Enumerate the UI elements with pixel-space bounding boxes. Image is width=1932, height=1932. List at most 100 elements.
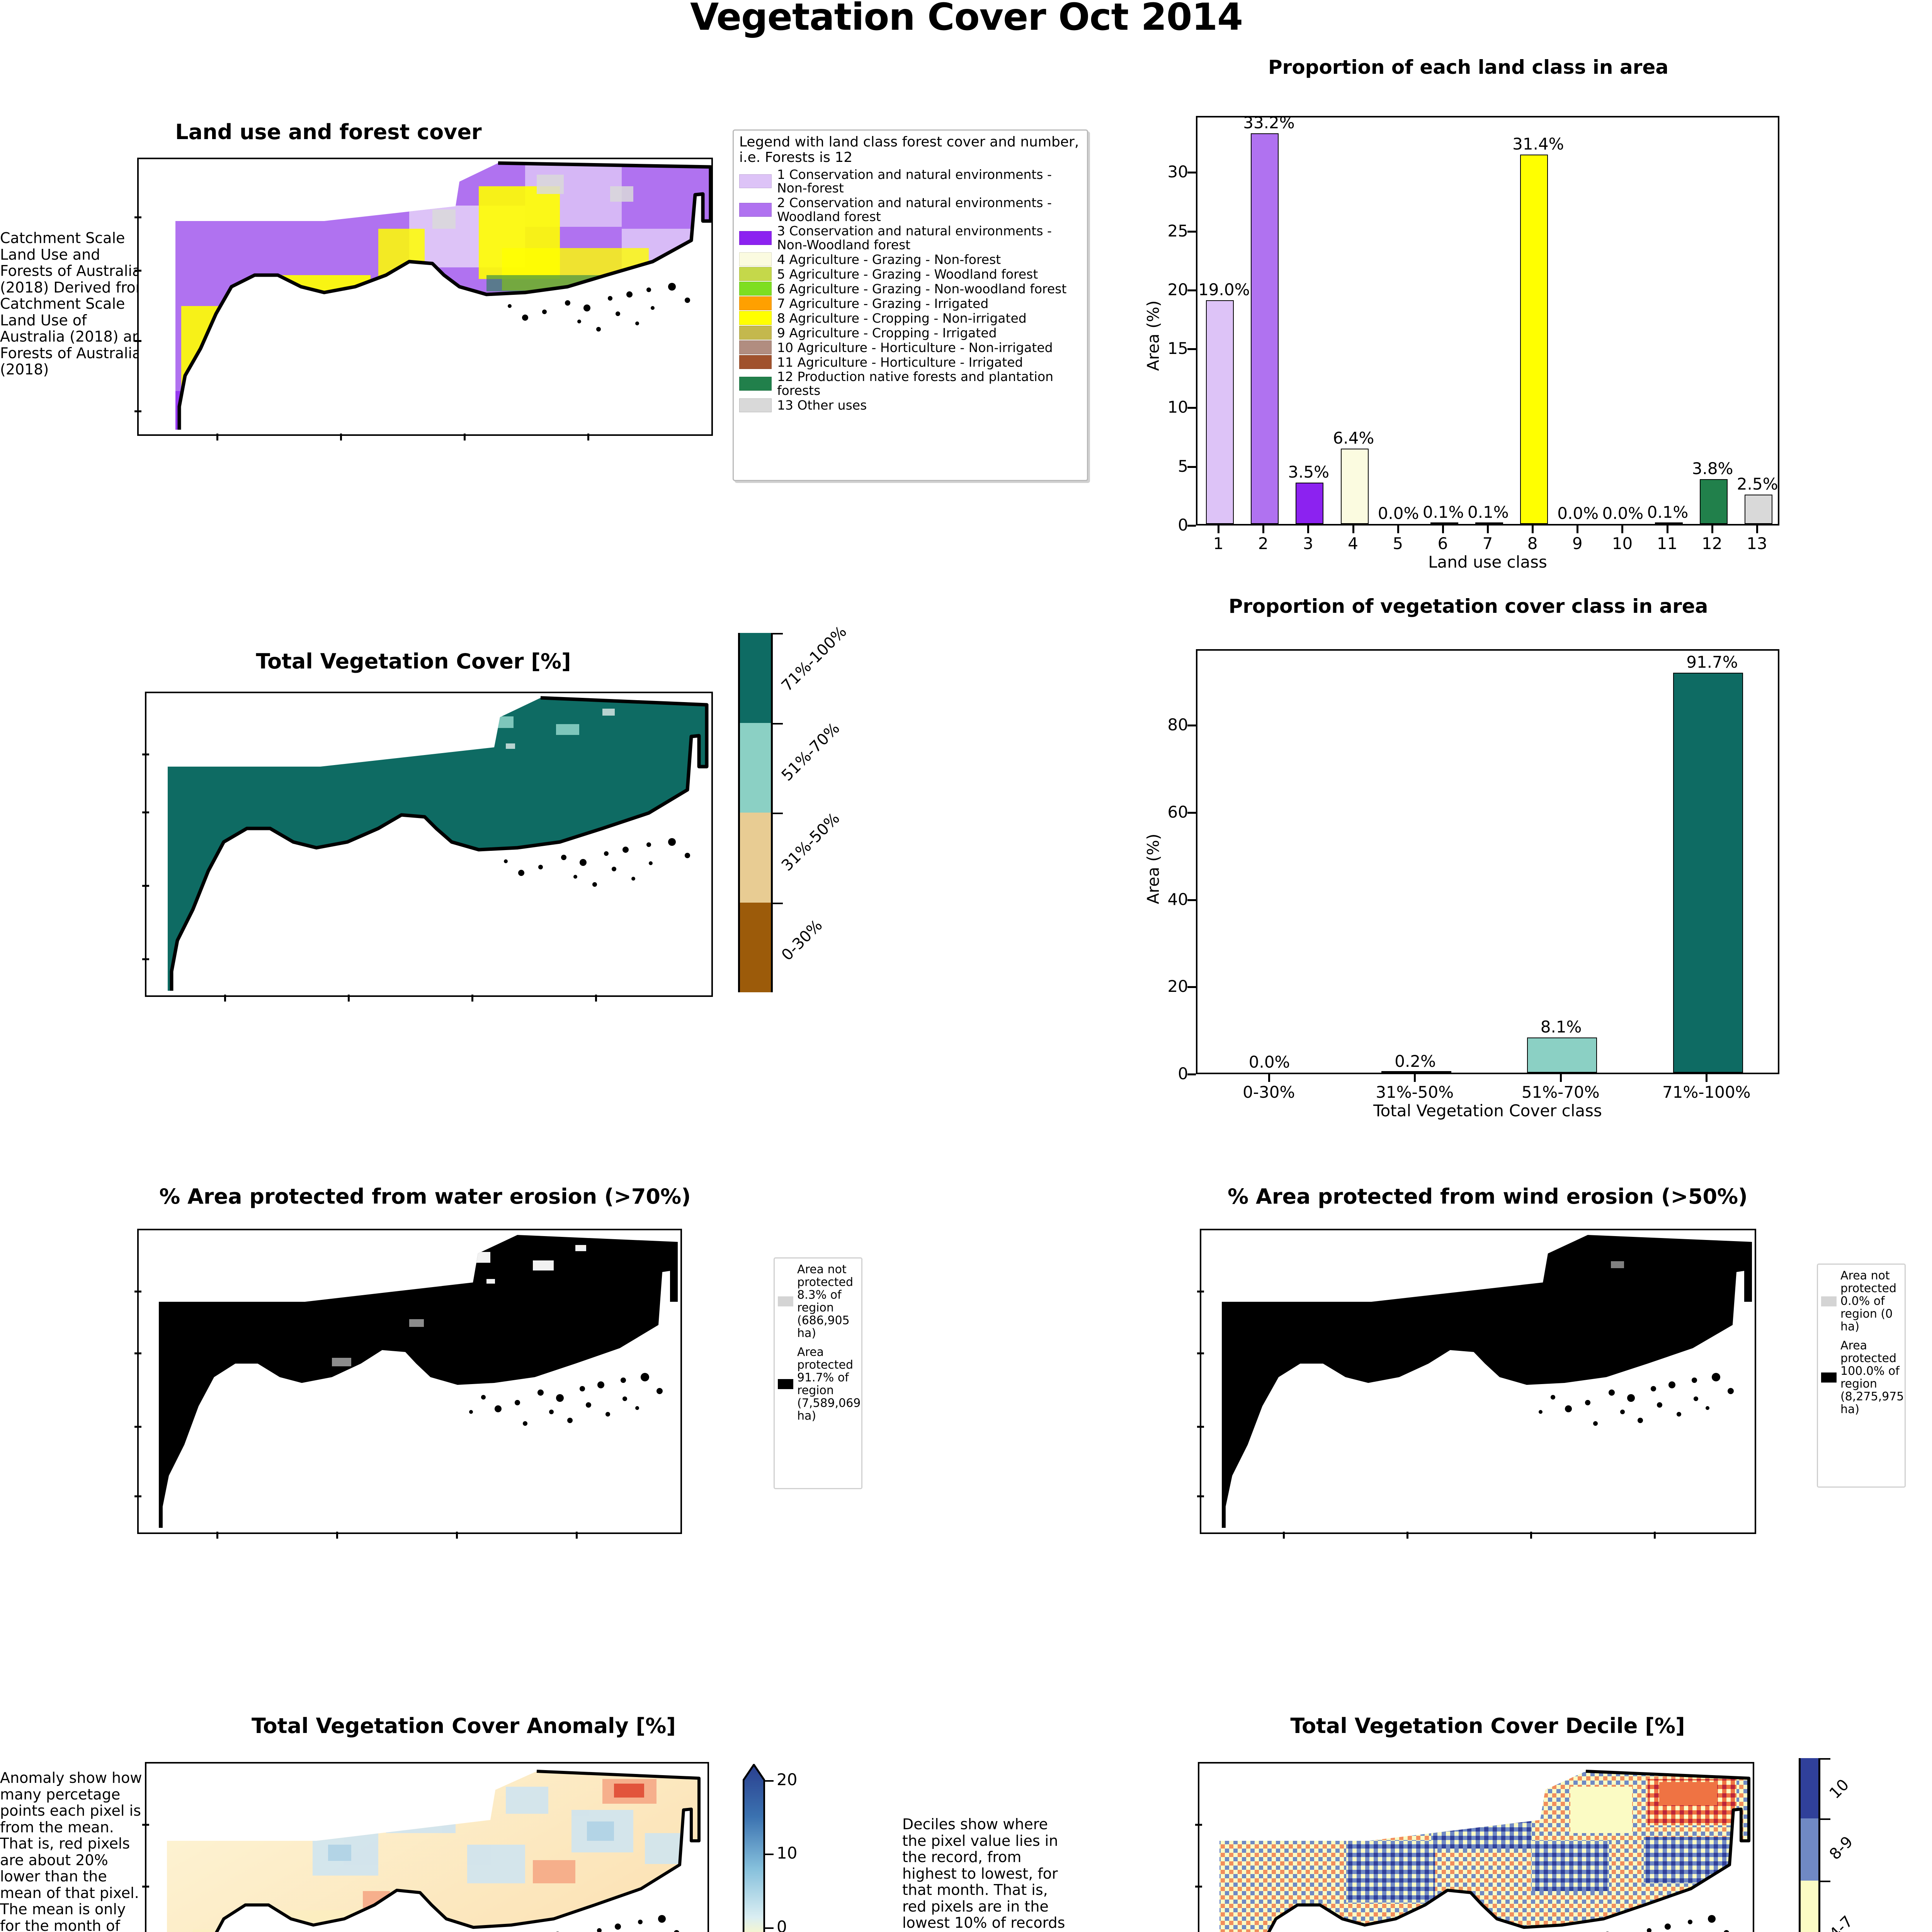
land-class-chart-axes[interactable] (1196, 116, 1779, 526)
anomaly-colorbar-graphic (742, 1763, 765, 1932)
x-tick-mark (1711, 526, 1713, 533)
y-tick-label: 40 (1167, 889, 1188, 909)
colorbar-segment (740, 633, 771, 723)
y-tick-label: 20 (1167, 977, 1188, 996)
x-tick-label: 12 (1702, 534, 1723, 553)
legend-item-label: 12 Production native forests and plantat… (777, 369, 1054, 398)
legend-item-label: 1 Conservation and natural environments … (777, 167, 1052, 196)
y-tick-mark (1187, 986, 1196, 988)
x-tick-mark (1621, 526, 1624, 533)
land-use-map-title: Land use and forest cover (175, 120, 482, 144)
x-tick-label: 71%-100% (1662, 1083, 1751, 1102)
decile-map-title: Total Vegetation Cover Decile [%] (1290, 1714, 1685, 1738)
legend-item-label: 10 Agriculture - Horticulture - Non-irri… (777, 340, 1053, 355)
x-tick-label: 1 (1213, 534, 1224, 553)
x-tick-label: 5 (1393, 534, 1403, 553)
colorbar-segment (1801, 1818, 1818, 1881)
legend-item-label: 4 Agriculture - Grazing - Non-forest (777, 252, 1001, 267)
land-use-legend-heading: Legend with land class forest cover and … (739, 134, 1079, 166)
colorbar-label: 4-7 (1826, 1912, 1857, 1932)
bar-value-label: 2.5% (1736, 474, 1778, 493)
colorbar-tick (765, 1854, 774, 1855)
colorbar-label: 31%-50% (778, 809, 844, 875)
y-tick-label: 20 (1167, 280, 1188, 299)
legend-color-swatch (739, 282, 772, 296)
x-tick-label: 7 (1482, 534, 1493, 553)
veg-cover-map[interactable] (145, 692, 713, 997)
colorbar-tick (1820, 1758, 1830, 1760)
decile-map[interactable] (1198, 1762, 1754, 1932)
y-tick-label: 5 (1178, 456, 1188, 476)
colorbar-segment (740, 723, 771, 813)
land-use-legend-item: 8 Agriculture - Cropping - Non-irrigated (734, 311, 1087, 325)
veg-class-chart-title: Proportion of vegetation cover class in … (1228, 595, 1708, 617)
colorbar-label: 71%-100% (778, 622, 850, 695)
anomaly-map-graphic (167, 1770, 701, 1932)
decile-note: Deciles show where the pixel value lies … (902, 1816, 1065, 1932)
water-erosion-not-protected-row: Area not protected 8.3% of region (686,9… (778, 1263, 858, 1340)
x-tick-mark (1577, 526, 1579, 533)
legend-color-swatch (739, 326, 772, 340)
y-tick-mark (1187, 525, 1196, 527)
land-use-legend[interactable]: Legend with land class forest cover and … (733, 129, 1088, 481)
y-tick-mark (1187, 348, 1196, 350)
land-class-x-axis-label: Land use class (1428, 553, 1547, 571)
legend-item-label: 6 Agriculture - Grazing - Non-woodland f… (777, 281, 1067, 296)
water-erosion-protected-row: Area protected 91.7% of region (7,589,06… (778, 1346, 861, 1422)
y-tick-mark (1187, 407, 1196, 409)
bar-value-label: 31.4% (1512, 134, 1564, 153)
legend-color-swatch (739, 377, 772, 391)
x-tick-label: 9 (1572, 534, 1583, 553)
page-title: Vegetation Cover Oct 2014 (690, 0, 1243, 39)
bar-value-label: 0.1% (1422, 502, 1464, 522)
bar-value-label: 19.0% (1198, 280, 1250, 299)
bar (1251, 133, 1279, 524)
bar (1296, 483, 1324, 524)
water-erosion-map[interactable] (137, 1229, 682, 1534)
wind-erosion-map[interactable] (1200, 1229, 1756, 1534)
colorbar-tick (773, 813, 783, 814)
bar (1655, 522, 1683, 524)
land-use-legend-item: 6 Agriculture - Grazing - Non-woodland f… (734, 281, 1087, 296)
colorbar-label: 20 (777, 1770, 798, 1789)
land-use-map[interactable] (137, 158, 713, 436)
land-use-legend-item: 3 Conservation and natural environments … (734, 224, 1087, 252)
land-class-chart-title: Proportion of each land class in area (1268, 56, 1668, 78)
legend-item-label: 3 Conservation and natural environments … (777, 223, 1052, 252)
wind-erosion-legend[interactable]: Area not protected 0.0% of region (0 ha)… (1817, 1264, 1906, 1488)
decile-colorbar[interactable] (1799, 1758, 1820, 1932)
anomaly-colorbar[interactable] (742, 1763, 765, 1932)
anomaly-map[interactable] (145, 1762, 709, 1932)
land-use-legend-item: 4 Agriculture - Grazing - Non-forest (734, 252, 1087, 267)
colorbar-segment (1801, 1758, 1818, 1819)
colorbar-tick (773, 633, 783, 634)
veg-class-chart-axes[interactable] (1196, 649, 1779, 1074)
colorbar-label: 0 (777, 1917, 787, 1932)
veg-cover-colorbar[interactable] (738, 633, 773, 992)
bar (1430, 522, 1458, 524)
y-tick-mark (1187, 1073, 1196, 1075)
land-use-legend-items: 1 Conservation and natural environments … (734, 167, 1087, 413)
wind-erosion-map-title: % Area protected from wind erosion (>50%… (1228, 1184, 1748, 1209)
bar (1699, 479, 1728, 524)
veg-class-y-axis-label: Area (%) (1144, 833, 1163, 904)
water-erosion-legend[interactable]: Area not protected 8.3% of region (686,9… (774, 1257, 862, 1489)
land-use-legend-item: 1 Conservation and natural environments … (734, 167, 1087, 196)
bar (1527, 1037, 1597, 1073)
anomaly-map-title: Total Vegetation Cover Anomaly [%] (252, 1714, 676, 1738)
colorbar-segment (1801, 1880, 1818, 1932)
legend-color-swatch (739, 267, 772, 281)
land-use-legend-item: 13 Other uses (734, 398, 1087, 413)
legend-item-label: 13 Other uses (777, 397, 867, 413)
x-tick-mark (1307, 526, 1310, 533)
legend-color-swatch (739, 355, 772, 369)
bar (1744, 494, 1772, 524)
bar-value-label: 6.4% (1333, 429, 1374, 448)
bar-value-label: 33.2% (1243, 113, 1295, 132)
protected-swatch (1821, 1372, 1837, 1383)
veg-class-bars (1197, 651, 1778, 1073)
x-tick-mark (1397, 526, 1399, 533)
bar (1673, 673, 1743, 1073)
x-tick-label: 6 (1437, 534, 1448, 553)
protected-label: Area protected 100.0% of region (8,275,9… (1840, 1339, 1904, 1416)
